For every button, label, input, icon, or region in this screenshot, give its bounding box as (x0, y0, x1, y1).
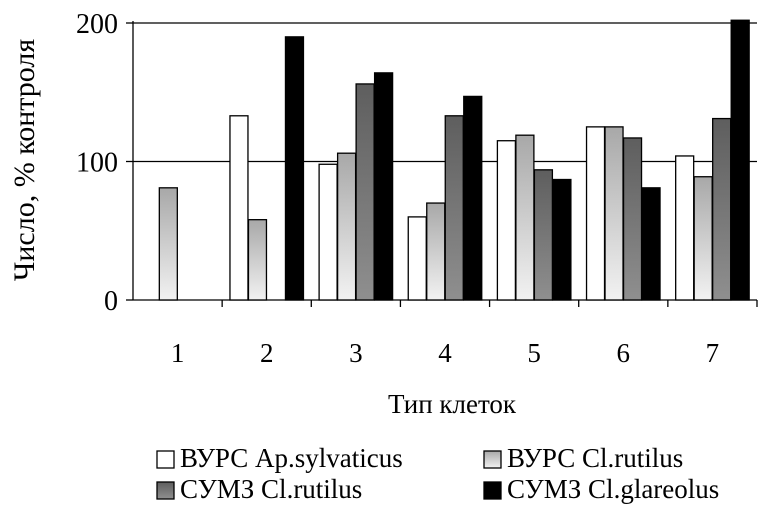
bar (426, 202, 446, 301)
y-tick-label: 200 (76, 9, 118, 40)
y-tick-label: 100 (76, 148, 118, 179)
bar (496, 140, 517, 301)
bar (604, 126, 624, 301)
bar (373, 72, 394, 301)
bar (444, 115, 464, 301)
bar (247, 219, 268, 301)
bar (552, 178, 572, 301)
y-tick-labels: 0 100 200 (76, 9, 118, 317)
bar (641, 187, 661, 301)
bar (407, 216, 427, 301)
bars (158, 19, 750, 301)
bar (336, 152, 357, 301)
bar (284, 36, 305, 301)
legend-swatch (156, 481, 175, 500)
legend-swatch (483, 450, 502, 469)
legend-label: ВУРС Cl.rutilus (507, 443, 683, 473)
x-tick-label: 5 (527, 338, 541, 368)
y-tick-label: 0 (104, 286, 118, 317)
x-tick-label: 3 (349, 338, 363, 368)
bar (585, 126, 606, 301)
x-axis-label: Тип клеток (388, 389, 517, 419)
bar (730, 19, 750, 301)
x-tick-label: 4 (438, 338, 452, 368)
legend-label: СУМЗ Cl.glareolus (507, 474, 719, 504)
x-tick-label: 1 (171, 338, 185, 368)
bar (229, 115, 249, 301)
bar (355, 83, 375, 301)
legend-label: СУМЗ Cl.rutilus (180, 474, 362, 504)
x-tick-label: 2 (260, 338, 274, 368)
bar (675, 155, 695, 301)
bar (515, 134, 535, 301)
legend-swatch (156, 450, 175, 469)
y-axis-label: Число, % контроля (8, 39, 41, 281)
x-tick-labels: 1 2 3 4 5 6 7 (171, 338, 719, 368)
bar (318, 163, 338, 301)
bar (693, 176, 713, 301)
legend-label: ВУРС Ap.sylvaticus (180, 443, 403, 473)
bar (463, 95, 483, 301)
bar (158, 187, 178, 301)
bar (712, 117, 732, 301)
bar (533, 169, 554, 301)
x-tick-label: 7 (706, 338, 720, 368)
bar (622, 137, 643, 301)
x-tick-label: 6 (617, 338, 631, 368)
legend-swatch (483, 481, 502, 500)
